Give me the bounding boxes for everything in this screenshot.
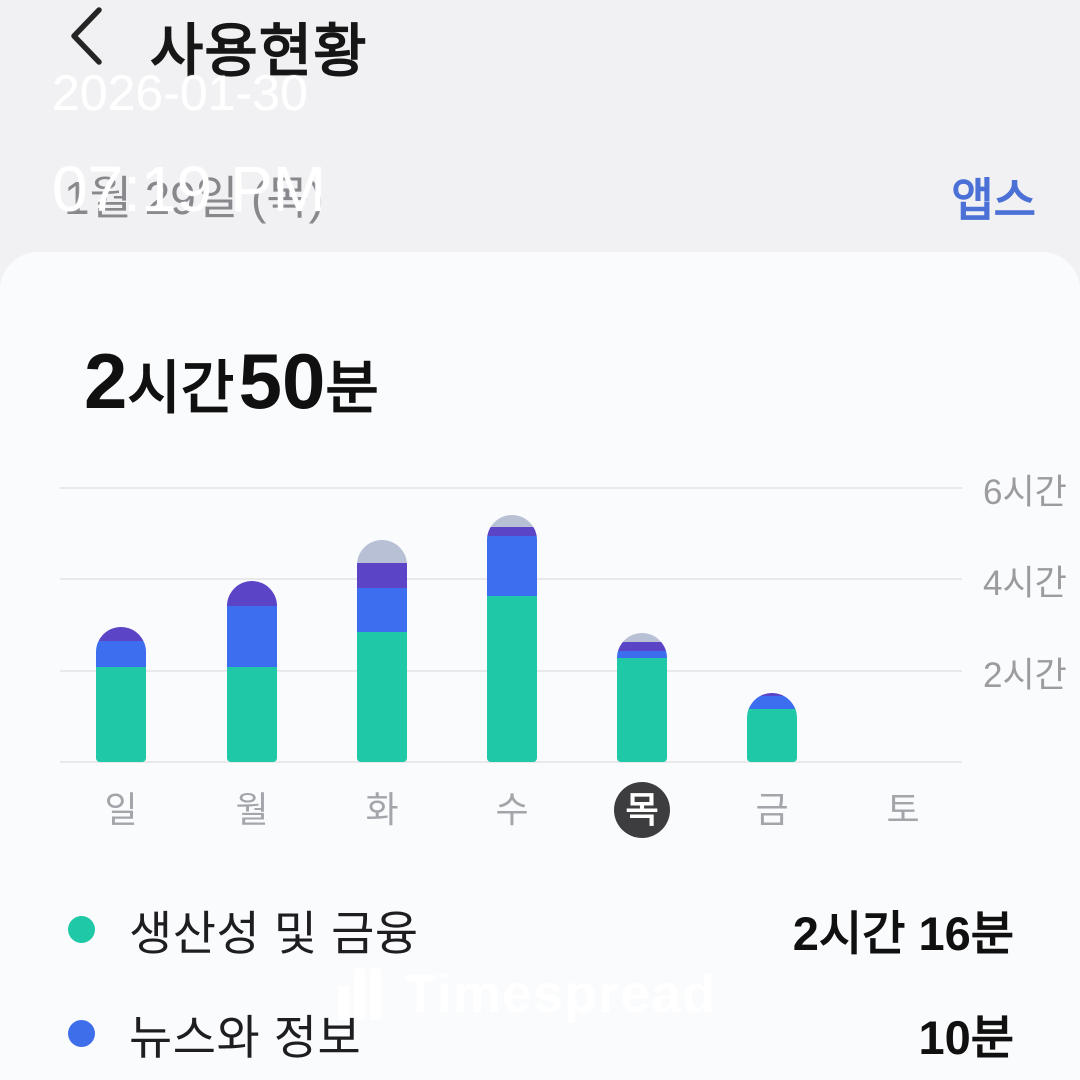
usage-bar-수[interactable] [487,514,537,762]
apps-link[interactable]: 앱스 [951,174,1036,226]
page-title: 사용현황 [150,19,368,84]
back-button[interactable] [58,6,114,70]
usage-bar-화[interactable] [357,540,407,762]
gridline-6h [60,486,962,489]
usage-bar-일[interactable] [96,627,146,762]
legend-color-dot-blue [68,1019,95,1047]
day-label-토[interactable]: 토 [886,789,920,830]
bar-segment [357,540,407,563]
chevron-left-icon [66,5,106,72]
total-usage-summary: 2시간 50분 [84,336,379,427]
bar-segment [96,640,146,667]
legend-item-news: 뉴스와 정보 10분 [68,1004,1014,1064]
bar-segment [487,595,537,762]
legend-label: 뉴스와 정보 [129,1010,362,1064]
bar-segment [617,641,667,651]
overlay-time-stamp: 07:19 PM [52,153,326,225]
bar-segment [357,631,407,762]
bar-segment [487,527,537,536]
legend-value: 10분 [918,1010,1014,1064]
day-label-월[interactable]: 월 [235,789,269,830]
day-label-수[interactable]: 수 [495,789,529,830]
usage-bar-목[interactable] [617,633,667,762]
bar-segment [617,650,667,659]
usage-card [0,252,1080,1080]
bar-segment [487,535,537,596]
legend-color-dot-teal [68,915,95,943]
total-hours-unit: 시간 [127,356,235,421]
bar-segment [96,666,146,762]
overlay-date-stamp: 2026-01-30 [52,65,308,121]
y-axis-tick-label: 4시간 [983,564,1067,603]
bar-segment [617,658,667,762]
legend-item-productivity: 생산성 및 금융 2시간 16분 [68,900,1014,960]
timespread-watermark-text: Timespread [404,964,717,1024]
bar-segment [227,666,277,762]
day-label-화[interactable]: 화 [365,789,399,830]
total-mins-unit: 분 [325,356,379,421]
day-label-금[interactable]: 금 [755,789,789,830]
baseline-gridline [60,761,962,763]
y-axis-tick-label: 6시간 [983,472,1067,512]
bar-segment [357,562,407,589]
timespread-logo-icon [338,968,386,1020]
bar-segment [747,692,797,696]
selected-date-label: 1월 29일 (목) [64,172,324,224]
y-axis-tick-label: 2시간 [983,655,1067,695]
total-hours-number: 2 [84,337,128,425]
legend-label: 생산성 및 금융 [129,906,419,960]
bar-segment [357,588,407,632]
bar-segment [487,514,537,528]
day-label-목-selected[interactable]: 목 [614,782,670,838]
bar-segment [747,695,797,709]
usage-bar-월[interactable] [227,580,277,762]
bar-segment [227,605,277,667]
day-label-일[interactable]: 일 [104,789,138,830]
legend-value: 2시간 16분 [792,906,1014,960]
timespread-watermark: Timespread [338,964,717,1024]
bar-segment [617,633,667,642]
total-mins-number: 50 [238,337,326,425]
usage-bar-금[interactable] [747,692,797,762]
bar-segment [96,627,146,641]
bar-segment [747,708,797,762]
